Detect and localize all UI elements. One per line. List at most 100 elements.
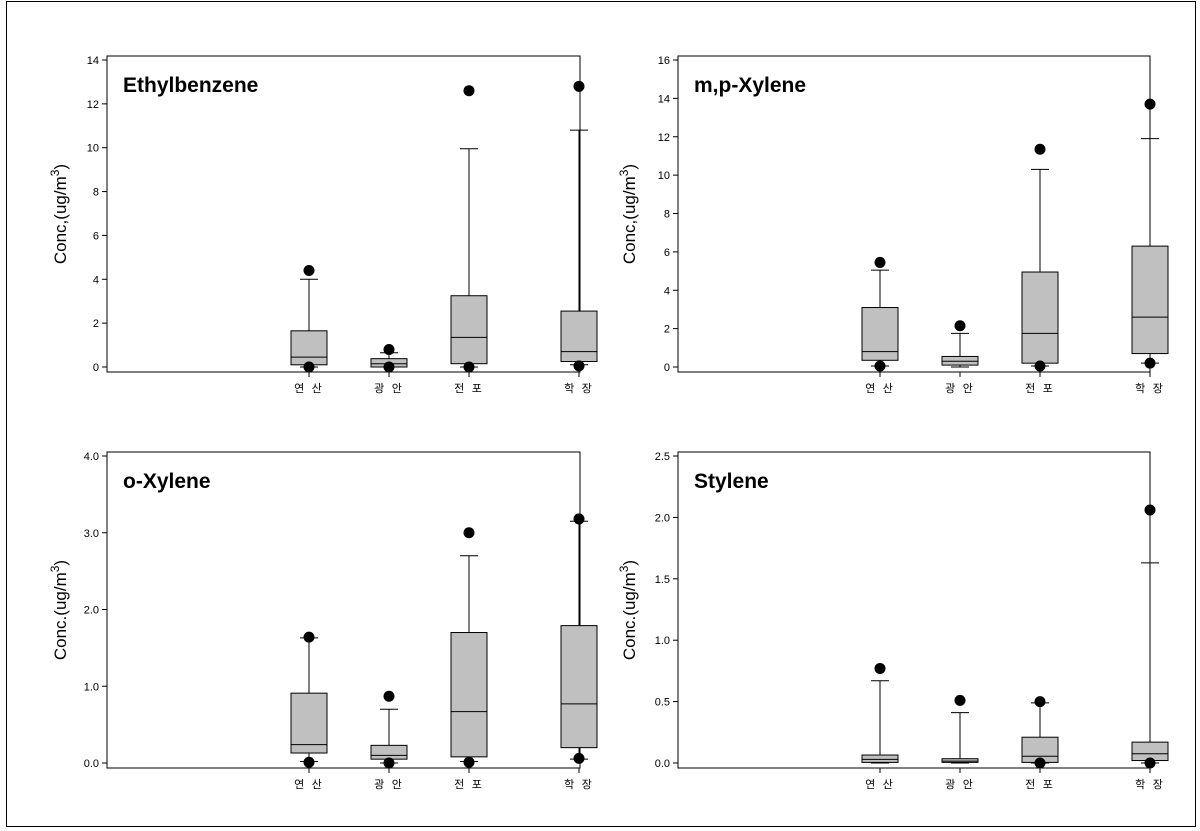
box-body <box>941 758 979 763</box>
category-label: 전 포 <box>454 382 484 395</box>
category-label: 연 산 <box>294 778 324 791</box>
box-body <box>1021 271 1059 364</box>
y-axis-label-superscript: 3 <box>617 169 631 176</box>
box-2: 전 포 <box>1021 696 1059 791</box>
y-axis-label-main: Conc.(ug/m <box>51 572 70 660</box>
y-axis-label-superscript: 3 <box>48 565 62 572</box>
box-1: 광 안 <box>941 320 979 395</box>
outlier-point <box>573 360 585 372</box>
panel-title: o-Xylene <box>123 470 211 493</box>
y-axis-label-main: Conc.(ug/m <box>620 572 639 660</box>
y-tick-label: 1.0 <box>655 635 670 647</box>
box-body <box>861 754 899 763</box>
y-tick-label: 1.0 <box>84 681 99 693</box>
y-tick-label: 10 <box>87 143 99 155</box>
plot-frame <box>677 451 1151 769</box>
y-tick-label: 0.5 <box>655 697 670 709</box>
box-2: 전 포 <box>450 85 488 395</box>
box-body <box>560 310 598 363</box>
y-axis-label-close: ) <box>620 560 639 566</box>
category-label: 전 포 <box>1025 382 1055 395</box>
y-tick-label: 16 <box>658 55 670 67</box>
outlier-point <box>1144 757 1156 769</box>
y-tick-label: 8 <box>664 209 670 221</box>
category-label: 광 안 <box>374 382 404 395</box>
outlier-point <box>874 256 886 268</box>
category-label: 연 산 <box>865 778 895 791</box>
category-label: 학 장 <box>564 778 594 791</box>
y-axis-label-main: Conc,(ug/m <box>51 176 70 264</box>
outlier-point <box>463 527 475 539</box>
outlier-point <box>1034 757 1046 769</box>
box-0: 연 산 <box>861 256 899 395</box>
chart-panel-0: 0 2 4 6 8 10 12 14 Conc,(ug/m3) Ethylbenzene 연 산 광 … <box>48 55 598 395</box>
box-body <box>450 295 488 365</box>
outlier-point <box>1034 143 1046 155</box>
outlier-point <box>874 662 886 674</box>
outlier-point <box>573 513 585 525</box>
y-tick-label: 2 <box>664 324 670 336</box>
box-body <box>370 744 408 760</box>
y-tick-label: 10 <box>658 170 670 182</box>
box-body <box>560 625 598 749</box>
y-axis-label: Conc,(ug/m3) <box>617 164 639 264</box>
y-tick-label: 14 <box>87 55 99 67</box>
chart-panel-3: 0.0 0.5 1.0 1.5 2.0 2.5 Conc.(ug/m3) Stylene 연 산… <box>617 451 1169 791</box>
category-label: 전 포 <box>1025 778 1055 791</box>
y-tick-label: 3.0 <box>84 528 99 540</box>
chart-panel-2: 0.0 1.0 2.0 3.0 4.0 Conc.(ug/m3) o-Xylene 연 산 광 … <box>48 451 598 791</box>
box-3: 학 장 <box>560 513 598 791</box>
y-tick-label: 2.5 <box>655 451 670 463</box>
outlier-point <box>463 361 475 373</box>
category-label: 광 안 <box>374 778 404 791</box>
box-1: 광 안 <box>370 690 408 791</box>
category-label: 학 장 <box>564 382 594 395</box>
category-label: 학 장 <box>1135 382 1165 395</box>
y-tick-label: 2.0 <box>655 512 670 524</box>
y-tick-label: 2.0 <box>84 605 99 617</box>
box-body <box>1131 245 1169 355</box>
outlier-point <box>874 360 886 372</box>
box-0: 연 산 <box>290 265 328 395</box>
outlier-point <box>1034 696 1046 708</box>
outlier-point <box>954 320 966 332</box>
y-axis-label-superscript: 3 <box>48 169 62 176</box>
category-label: 연 산 <box>865 382 895 395</box>
box-3: 학 장 <box>1131 98 1169 395</box>
y-tick-label: 4 <box>664 285 670 297</box>
outlier-point <box>303 631 315 643</box>
y-tick-label: 12 <box>658 132 670 144</box>
outlier-point <box>954 694 966 706</box>
y-axis-label-main: Conc,(ug/m <box>620 176 639 264</box>
panel-title: Ethylbenzene <box>123 74 258 97</box>
y-axis-label-close: ) <box>51 560 70 566</box>
box-3: 학 장 <box>560 80 598 395</box>
y-tick-label: 0 <box>93 362 99 374</box>
y-axis-label: Conc.(ug/m3) <box>617 560 639 660</box>
category-label: 광 안 <box>945 382 975 395</box>
y-tick-label: 0.0 <box>655 758 670 770</box>
outlier-point <box>303 361 315 373</box>
outlier-point <box>573 752 585 764</box>
outlier-point <box>303 265 315 277</box>
y-tick-label: 12 <box>87 99 99 111</box>
figure-frame <box>6 1 1196 827</box>
y-axis-label: Conc,(ug/m3) <box>48 164 70 264</box>
y-tick-label: 2 <box>93 318 99 330</box>
category-label: 연 산 <box>294 382 324 395</box>
y-tick-label: 4 <box>93 274 99 286</box>
y-axis-label-close: ) <box>51 164 70 170</box>
box-body <box>450 632 488 758</box>
outlier-point <box>1144 357 1156 369</box>
box-body <box>290 692 328 754</box>
y-tick-label: 6 <box>664 247 670 259</box>
outlier-point <box>383 343 395 355</box>
category-label: 광 안 <box>945 778 975 791</box>
outlier-point <box>573 80 585 92</box>
outlier-point <box>383 757 395 769</box>
box-body <box>861 307 899 361</box>
box-2: 전 포 <box>1021 143 1059 395</box>
y-tick-label: 14 <box>658 93 670 105</box>
plot-frame <box>677 55 1151 373</box>
y-tick-label: 0.0 <box>84 758 99 770</box>
